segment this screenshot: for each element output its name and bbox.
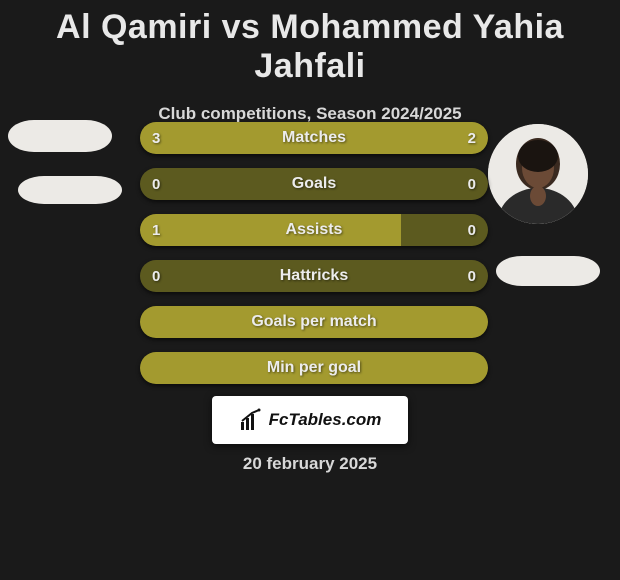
player-right-badge xyxy=(496,256,600,286)
stat-row: Assists10 xyxy=(140,214,488,246)
page-title: Al Qamiri vs Mohammed Yahia Jahfali xyxy=(0,0,620,86)
avatar-icon xyxy=(488,124,588,224)
player-left-badge-1 xyxy=(8,120,112,152)
bar-track xyxy=(140,122,488,154)
bar-fill xyxy=(140,306,488,338)
stats-bars: Matches32 Goals00 Assists10 Hattricks00 Goal… xyxy=(140,122,488,398)
bar-fill xyxy=(140,352,488,384)
date-label: 20 february 2025 xyxy=(0,454,620,474)
bar-track xyxy=(140,214,488,246)
player-left-badge-2 xyxy=(18,176,122,204)
stat-row: Matches32 xyxy=(140,122,488,154)
bar-track xyxy=(140,260,488,292)
bar-left-fill xyxy=(140,122,349,154)
stat-row: Goals00 xyxy=(140,168,488,200)
stat-row: Min per goal xyxy=(140,352,488,384)
chart-icon xyxy=(239,408,263,432)
bar-track xyxy=(140,168,488,200)
bar-track xyxy=(140,306,488,338)
stat-row: Hattricks00 xyxy=(140,260,488,292)
bar-track xyxy=(140,352,488,384)
bar-left-fill xyxy=(140,214,401,246)
stat-row: Goals per match xyxy=(140,306,488,338)
logo-text: FcTables.com xyxy=(269,410,382,430)
fctables-logo[interactable]: FcTables.com xyxy=(212,396,408,444)
player-right-avatar xyxy=(488,124,588,224)
bar-right-fill xyxy=(349,122,488,154)
